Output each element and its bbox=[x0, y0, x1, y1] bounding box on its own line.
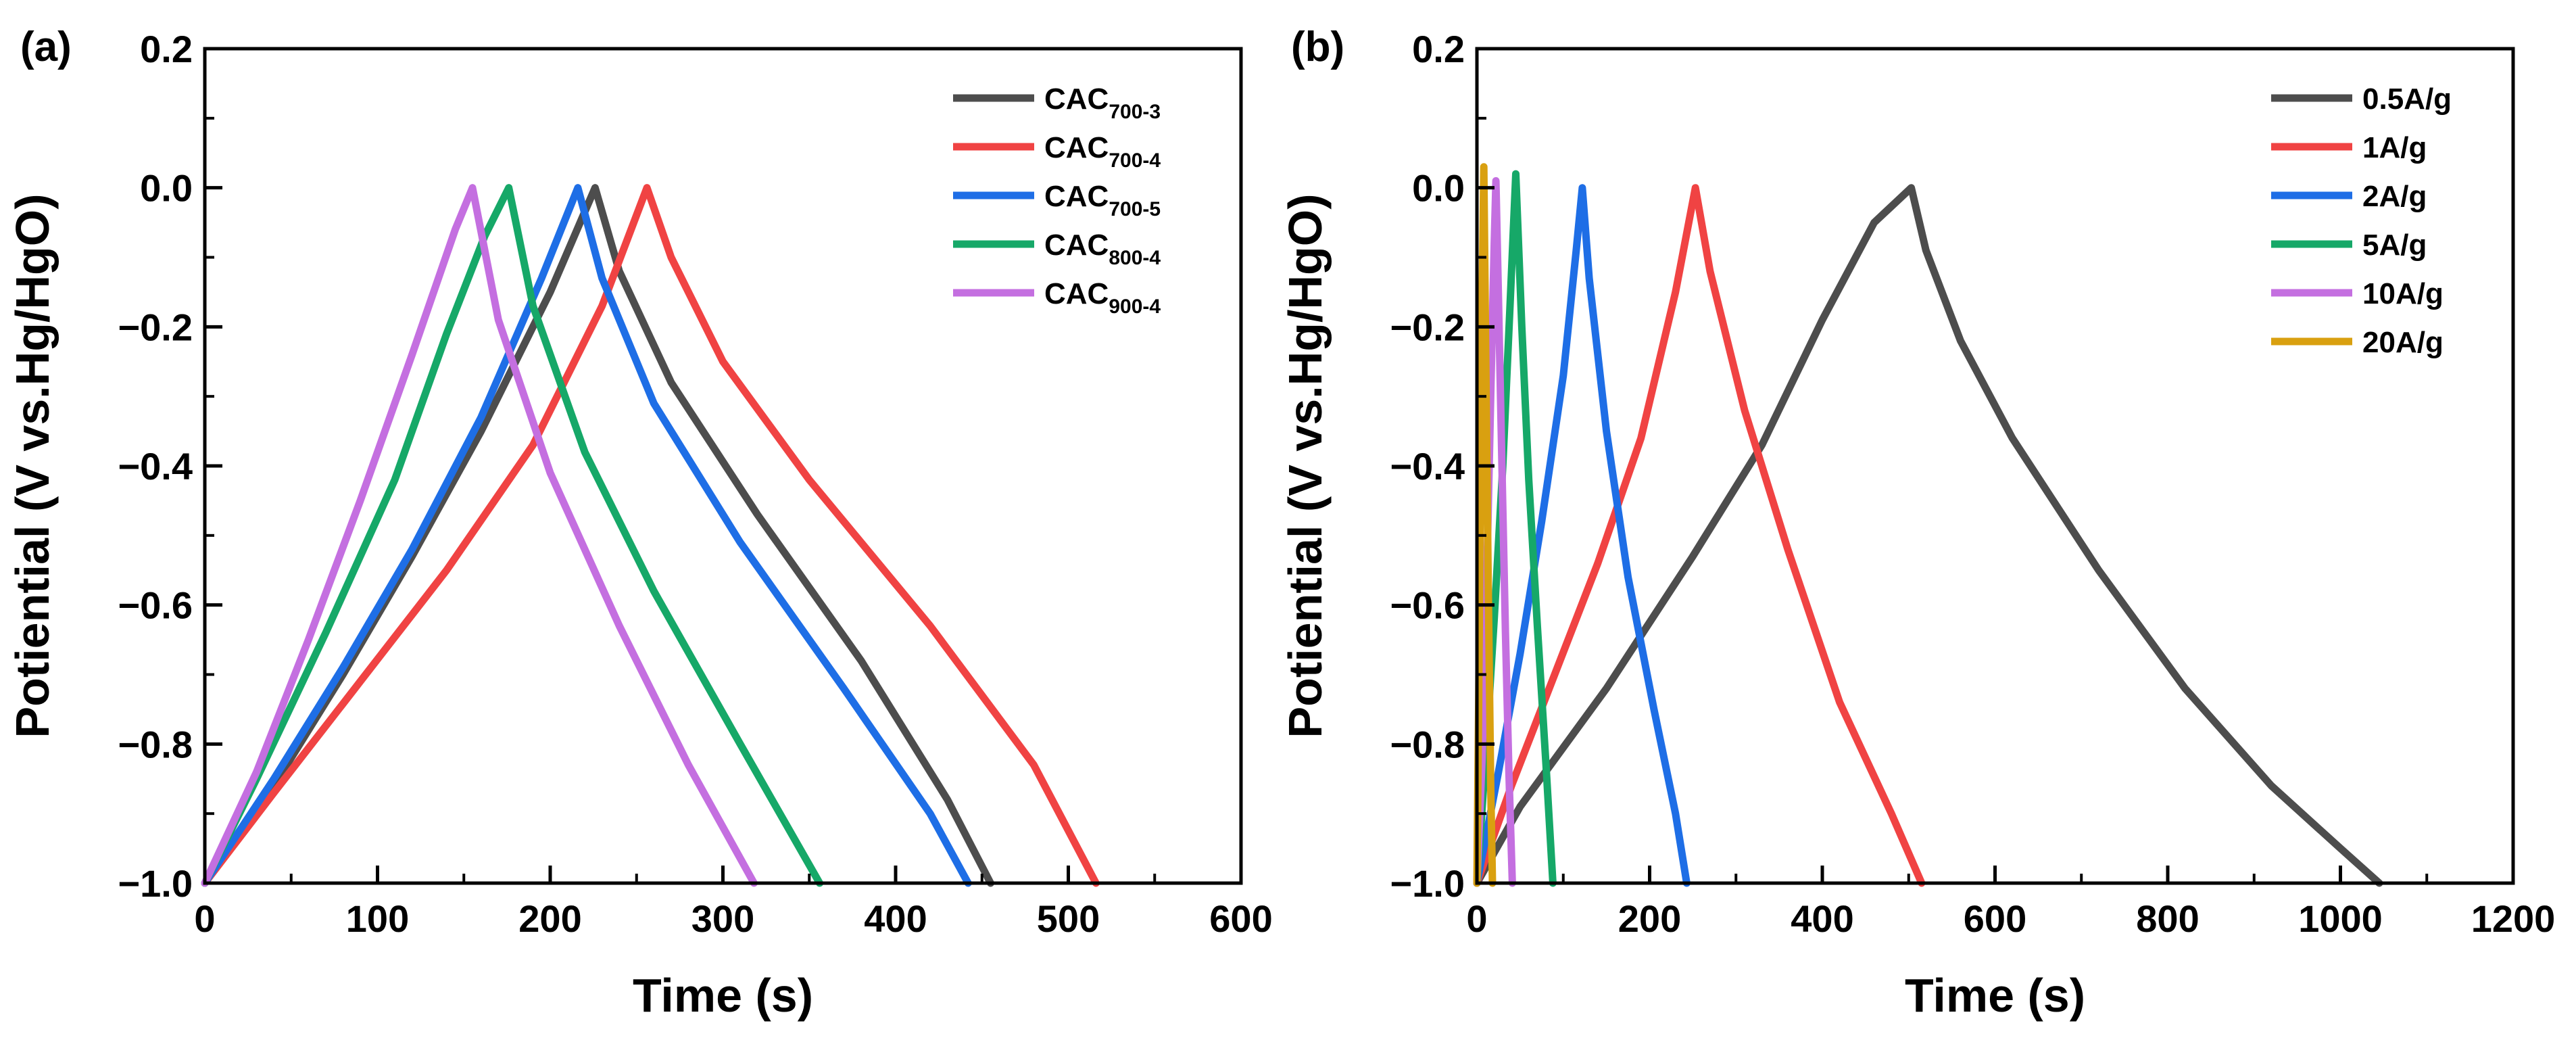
x-tick-label: 400 bbox=[1791, 897, 1853, 940]
x-tick-label: 800 bbox=[2136, 897, 2199, 940]
x-tick-label: 600 bbox=[1964, 897, 2026, 940]
x-tick-label: 400 bbox=[864, 897, 927, 940]
series-line-1 bbox=[201, 184, 1100, 887]
y-tick-label: −0.4 bbox=[118, 445, 193, 488]
x-tick-label: 0 bbox=[1466, 897, 1487, 940]
legend-label: 0.5A/g bbox=[2362, 82, 2452, 116]
series-line-2 bbox=[201, 184, 972, 887]
legend-label: 1A/g bbox=[2362, 131, 2427, 164]
x-tick-label: 0 bbox=[194, 897, 215, 940]
series-line-0 bbox=[1473, 184, 2383, 887]
series-line-1 bbox=[1473, 184, 1926, 887]
x-axis-title: Time (s) bbox=[1905, 969, 2085, 1022]
y-tick-label: 0.2 bbox=[1412, 28, 1465, 70]
panel-label: (a) bbox=[20, 24, 72, 70]
legend-label: CAC900-4 bbox=[1044, 277, 1161, 318]
chart-panel-b: (b) 0 200 400 600 800 1000 1200 −1.0 −0.8 −0.6 −0.4… bbox=[1279, 24, 2555, 1022]
legend-label: CAC800-4 bbox=[1044, 229, 1161, 269]
legend-label: 20A/g bbox=[2362, 326, 2444, 359]
y-tick-label: −1.0 bbox=[1390, 862, 1465, 905]
y-axis-title: Potiential (V vs.Hg/HgO) bbox=[6, 193, 59, 738]
legend-label: CAC700-3 bbox=[1044, 82, 1161, 123]
y-tick-label: −0.2 bbox=[1390, 306, 1465, 348]
y-axis-title: Potiential (V vs.Hg/HgO) bbox=[1279, 193, 1332, 738]
series-line-3 bbox=[201, 184, 824, 887]
legend-label: CAC700-4 bbox=[1044, 131, 1161, 172]
legend: 0.5A/g 1A/g 2A/g 5A/g 10A/g 20A/g bbox=[2271, 82, 2452, 359]
y-tick-label: 0.2 bbox=[140, 28, 193, 70]
legend-label: 2A/g bbox=[2362, 180, 2427, 213]
y-tick-label: −1.0 bbox=[118, 862, 193, 905]
legend-label: 10A/g bbox=[2362, 277, 2444, 310]
y-tick-label: 0.0 bbox=[1412, 167, 1465, 210]
legend: CAC700-3 CAC700-4 CAC700-5 CAC800-4 CAC900-4 bbox=[953, 82, 1161, 318]
y-tick-label: −0.4 bbox=[1390, 445, 1465, 488]
series-line-2 bbox=[1473, 184, 1691, 887]
panel-label: (b) bbox=[1291, 24, 1344, 70]
y-tick-label: −0.6 bbox=[1390, 584, 1465, 627]
x-tick-label: 200 bbox=[1618, 897, 1681, 940]
y-tick-label: −0.2 bbox=[118, 306, 193, 348]
x-tick-label: 300 bbox=[691, 897, 754, 940]
x-tick-label: 1000 bbox=[2298, 897, 2383, 940]
x-tick-label: 500 bbox=[1037, 897, 1100, 940]
x-tick-label: 1200 bbox=[2471, 897, 2556, 940]
y-tick-label: −0.6 bbox=[118, 584, 193, 627]
legend-label: 5A/g bbox=[2362, 229, 2427, 262]
legend-label: CAC700-5 bbox=[1044, 180, 1161, 220]
series-line-4 bbox=[1473, 176, 1516, 887]
x-axis-title: Time (s) bbox=[633, 969, 813, 1022]
x-tick-label: 100 bbox=[346, 897, 409, 940]
y-tick-label: −0.8 bbox=[1390, 723, 1465, 765]
series-line-4 bbox=[201, 184, 758, 887]
series-line-5 bbox=[1473, 163, 1497, 887]
y-tick-label: 0.0 bbox=[140, 167, 193, 210]
x-tick-label: 200 bbox=[518, 897, 581, 940]
chart-panel-a: (a) 0 100 200 300 400 500 600 −1.0 −0.8 −0.6 −0.4 −0… bbox=[6, 24, 1273, 1022]
y-tick-label: −0.8 bbox=[118, 723, 193, 765]
x-tick-label: 600 bbox=[1209, 897, 1272, 940]
series-line-0 bbox=[201, 184, 994, 887]
